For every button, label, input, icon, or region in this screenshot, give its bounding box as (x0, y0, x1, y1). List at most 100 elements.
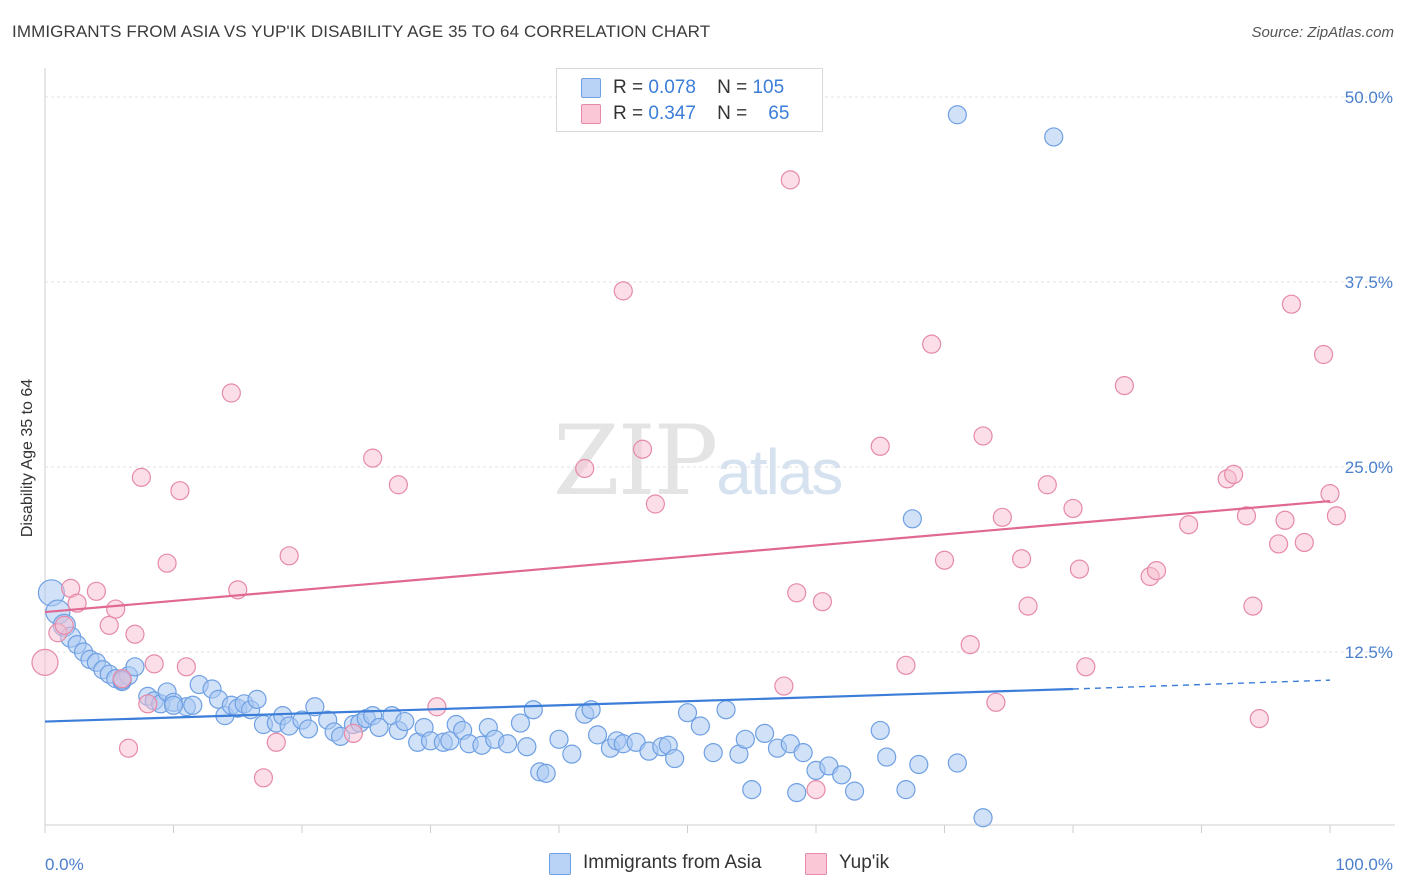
yupik-point (54, 615, 74, 635)
asia-point (896, 780, 916, 800)
asia-point (305, 697, 325, 717)
yupik-point (934, 550, 955, 570)
asia-point (1044, 127, 1064, 147)
yupik-point (780, 170, 800, 190)
yupik-point (1069, 559, 1090, 579)
yupik-point (986, 692, 1006, 712)
asia-point (562, 744, 582, 764)
asia-point (163, 695, 184, 715)
asia-point (395, 711, 415, 732)
yupik-point (112, 669, 132, 689)
bottom-legend-label-asia: Immigrants from Asia (583, 852, 762, 873)
asia-point (549, 729, 569, 749)
asia-point (870, 720, 890, 741)
yupik-point (1268, 534, 1289, 554)
legend-n-value: 105 (752, 77, 785, 98)
legend-text-asia: R = 0.078 N = 105 (613, 77, 784, 99)
asia-point (298, 719, 319, 739)
legend-n-value: 65 (768, 103, 790, 124)
legend-r-value: 0.347 (648, 103, 696, 124)
asia-point (787, 782, 807, 803)
y-tick-label: 37.5% (1345, 273, 1393, 292)
watermark-atlas: atlas (716, 436, 843, 508)
yupik-point (388, 475, 408, 495)
asia-trend-extension (1072, 679, 1331, 690)
yupik-point (118, 738, 139, 758)
bottom-legend-label-yupik: Yup'ik (839, 852, 890, 873)
legend-r-label: R = (613, 77, 644, 98)
yupik-point (645, 494, 665, 514)
asia-point (973, 808, 993, 828)
yupik-point (1313, 344, 1334, 365)
yupik-point (632, 439, 653, 459)
yupik-point (176, 657, 196, 677)
asia-point (510, 713, 531, 733)
y-tick-label: 25.0% (1345, 458, 1393, 477)
asia-point (754, 723, 775, 744)
yupik-point (279, 546, 299, 566)
asia-point (517, 737, 537, 757)
yupik-point (896, 655, 916, 675)
yupik-point (1320, 484, 1340, 504)
yupik-point (1114, 376, 1135, 396)
chart-title: IMMIGRANTS FROM ASIA VS YUP'IK DISABILIT… (12, 22, 711, 41)
asia-point (587, 725, 608, 745)
yupik-point (138, 694, 158, 714)
yupik-point (922, 334, 942, 354)
bottom-legend-swatch-asia (549, 853, 571, 875)
yupik-point (973, 426, 993, 446)
asia-point (909, 754, 929, 775)
legend: R = 0.078 N = 105 R = 0.347 N = 65 (556, 68, 823, 132)
yupik-point (1224, 464, 1244, 484)
asia-point (523, 700, 543, 720)
yupik-point (131, 467, 151, 487)
yupik-point (613, 281, 633, 301)
asia-point (369, 717, 389, 738)
yupik-point (253, 768, 274, 788)
x-tick-label-end: 100.0% (1335, 855, 1393, 874)
yupik-point (575, 458, 595, 479)
yupik-point (1011, 549, 1032, 569)
yupik-point (1243, 596, 1263, 616)
yupik-point (221, 383, 241, 403)
yupik-point (1146, 560, 1167, 581)
yupik-point (1236, 506, 1257, 526)
yupik-point (266, 732, 286, 752)
yupik-point (144, 654, 164, 674)
asia-point (877, 747, 897, 767)
asia-point (844, 781, 865, 801)
asia-point (536, 763, 556, 783)
asia-point (665, 748, 685, 769)
asia-point (793, 743, 813, 763)
yupik-point (960, 634, 980, 655)
yupik-point (363, 448, 383, 468)
yupik-point (99, 615, 119, 635)
yupik-point (774, 676, 794, 696)
asia-point (716, 700, 736, 720)
yupik-point (1281, 294, 1302, 314)
asia-point (742, 780, 762, 800)
bottom-legend-swatch-yupik (805, 853, 827, 875)
yupik-point (106, 599, 126, 619)
yupik-point (125, 624, 145, 644)
legend-n-label: N = (717, 77, 748, 98)
yupik-point (812, 592, 833, 612)
legend-swatch-yupik (581, 104, 601, 124)
legend-text-yupik: R = 0.347 N = 65 (613, 103, 789, 125)
asia-point (183, 695, 203, 715)
y-tick-label: 50.0% (1345, 88, 1393, 107)
yupik-point (86, 581, 107, 601)
asia-point (703, 743, 723, 763)
asia-point (832, 765, 852, 785)
yupik-point (870, 436, 890, 456)
yupik-point (1076, 657, 1096, 677)
yupik-point (157, 553, 177, 573)
y-tick-label: 12.5% (1345, 643, 1393, 662)
yupik-point (787, 583, 807, 603)
legend-r-label: R = (613, 103, 644, 124)
asia-point (440, 731, 460, 751)
yupik-point (31, 648, 59, 676)
yupik-point (992, 507, 1012, 527)
yupik-point (806, 780, 826, 800)
